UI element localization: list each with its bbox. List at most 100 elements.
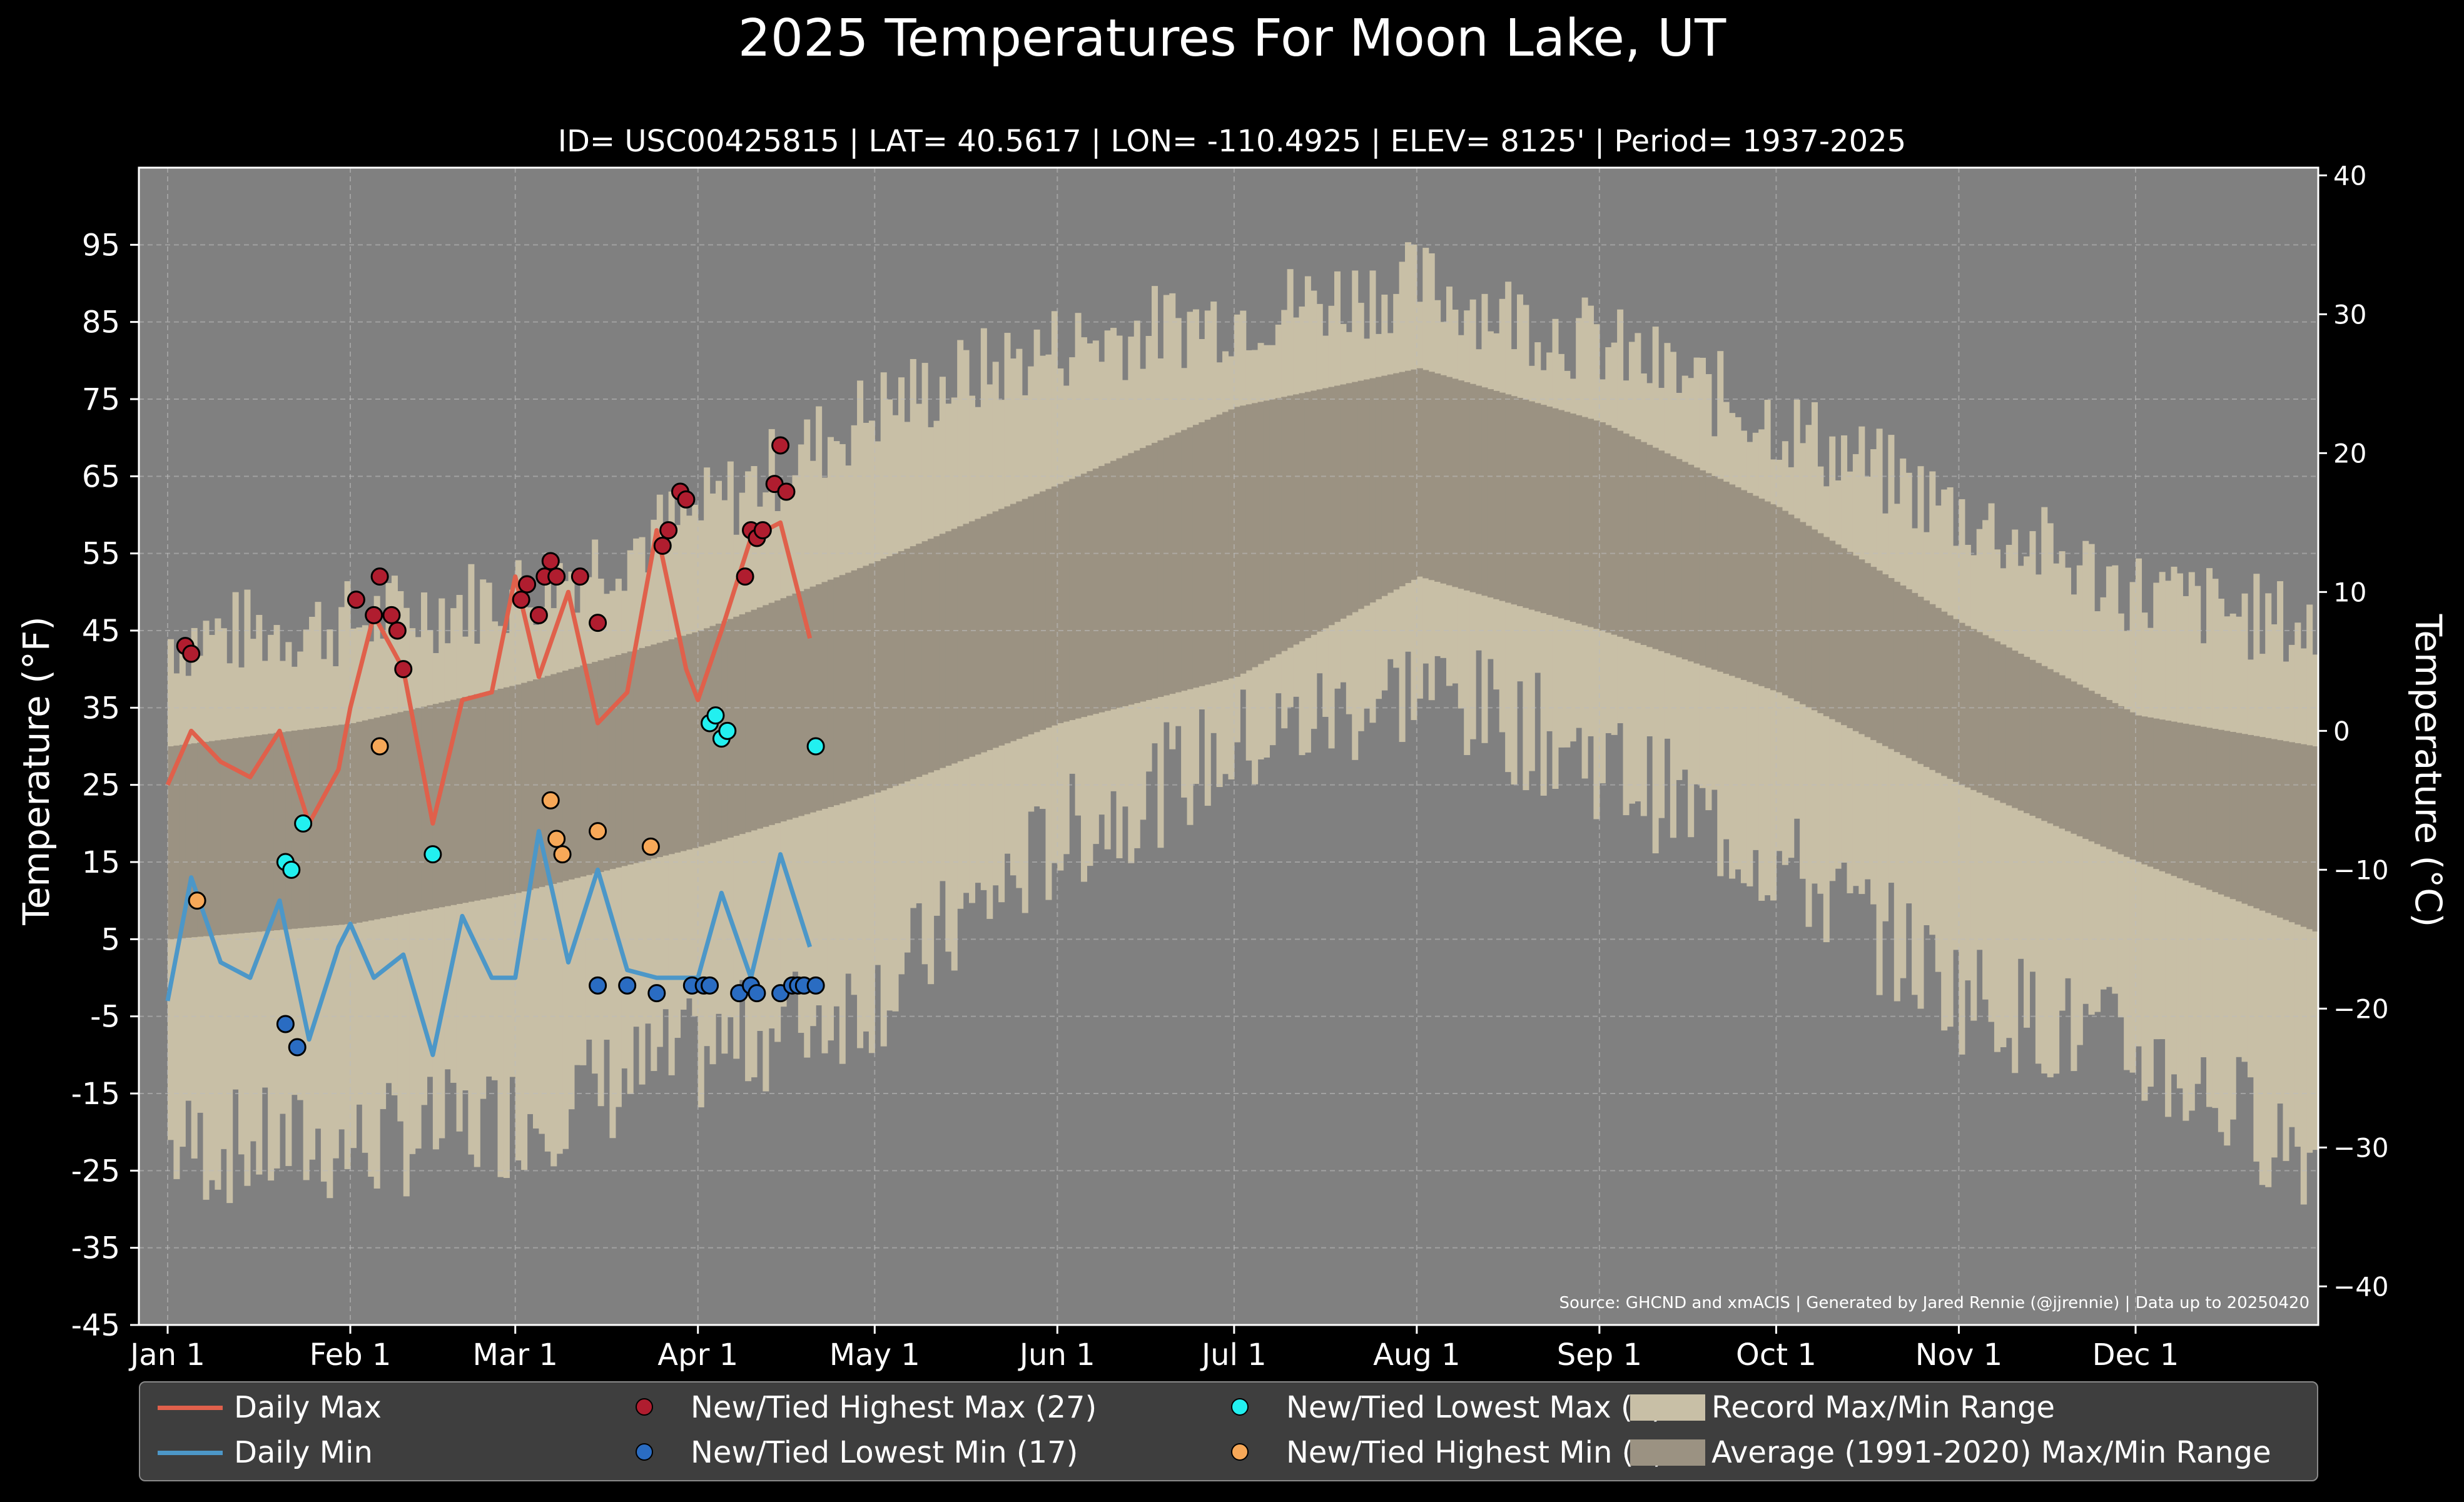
average-range-bar — [586, 663, 592, 875]
average-range-bar — [373, 718, 380, 920]
average-range-bar — [1882, 574, 1889, 746]
average-range-bar — [1841, 548, 1848, 726]
average-range-bar — [2005, 647, 2012, 806]
average-range-bar — [273, 733, 280, 931]
highest-max-marker — [529, 606, 548, 624]
average-range-bar — [1010, 504, 1017, 741]
highest-max-marker — [736, 567, 754, 586]
average-range-bar — [1699, 470, 1706, 666]
average-range-bar — [521, 682, 528, 891]
highest-max-marker — [388, 621, 407, 640]
lowest-max-marker — [282, 860, 301, 879]
average-range-bar — [544, 676, 551, 886]
average-range-bar — [2100, 697, 2107, 847]
average-range-bar — [2159, 719, 2166, 871]
average-range-bar — [1104, 463, 1111, 711]
y2-axis-label: Temperature (°C) — [2407, 614, 2450, 928]
highest-max-marker — [512, 591, 530, 609]
average-range-bar — [1257, 402, 1264, 664]
record-range-bar — [474, 644, 480, 1167]
average-range-bar — [697, 631, 704, 847]
average-range-bar — [1375, 377, 1382, 599]
average-range-bar — [621, 653, 628, 866]
legend-label-highest-min: New/Tied Highest Min (7) — [1286, 1435, 1665, 1470]
average-range-bar — [668, 639, 675, 855]
average-range-bar — [992, 511, 999, 748]
average-range-bar — [921, 541, 928, 775]
average-range-bar — [692, 632, 699, 848]
average-range-bar — [1805, 525, 1812, 708]
average-range-bar — [1970, 629, 1977, 790]
average-range-bar — [1546, 406, 1553, 615]
average-range-bar — [503, 687, 510, 895]
average-range-bar — [1469, 383, 1476, 592]
average-range-bar — [892, 554, 899, 786]
record-range-bar — [550, 608, 557, 1167]
average-range-bar — [1069, 479, 1076, 721]
average-range-bar — [1764, 501, 1771, 689]
average-range-bar — [845, 572, 852, 802]
average-range-bar — [774, 600, 781, 823]
average-range-bar — [1693, 467, 1700, 664]
average-range-bar — [2259, 737, 2266, 911]
average-range-bar — [1670, 456, 1676, 656]
average-range-bar — [904, 549, 911, 782]
average-range-bar — [1087, 471, 1093, 716]
average-range-bar — [2194, 726, 2201, 885]
average-range-bar — [768, 602, 775, 825]
average-range-bar — [1181, 430, 1188, 691]
average-range-bar — [998, 509, 1005, 746]
average-range-bar — [2288, 742, 2295, 923]
x-tick-label: Jun 1 — [1018, 1337, 1095, 1373]
average-range-bar — [1416, 368, 1423, 577]
highest-min-marker — [541, 791, 560, 809]
average-range-bar — [975, 519, 981, 755]
average-range-bar — [751, 609, 758, 831]
average-range-bar — [2024, 656, 2031, 813]
record-range-bar — [1994, 549, 2000, 1052]
average-range-bar — [1793, 518, 1800, 701]
average-range-bar — [1387, 374, 1394, 593]
average-range-bar — [1717, 479, 1724, 672]
average-range-bar — [2029, 659, 2036, 816]
average-range-bar — [1110, 460, 1117, 709]
average-range-bar — [1623, 434, 1630, 639]
average-range-bar — [1175, 432, 1182, 693]
average-range-bar — [1340, 384, 1347, 619]
average-range-bar — [1051, 486, 1058, 726]
highest-min-marker — [641, 837, 660, 856]
average-range-bar — [2064, 678, 2071, 831]
average-range-bar — [1917, 596, 1924, 764]
average-range-bar — [2000, 644, 2007, 803]
average-range-bar — [839, 575, 846, 804]
y2-tick-label: −30 — [2333, 1132, 2389, 1163]
average-range-bar — [1016, 501, 1023, 739]
average-range-bar — [1487, 389, 1494, 598]
average-range-bar — [1534, 403, 1541, 612]
average-range-bar — [1605, 425, 1612, 633]
legend-label-lowest-max: New/Tied Lowest Max (9) — [1286, 1390, 1663, 1425]
y-tick-label: -45 — [71, 1308, 120, 1343]
x-tick-label: Dec 1 — [2092, 1337, 2179, 1373]
average-range-bar — [1234, 407, 1240, 677]
average-range-bar — [745, 612, 752, 833]
highest-max-marker — [771, 436, 790, 455]
average-range-bar — [1252, 403, 1259, 667]
x-tick-label: Feb 1 — [310, 1337, 392, 1373]
legend: Daily Max Daily Min New/Tied Highest Max… — [139, 1381, 2318, 1481]
average-range-bar — [1133, 450, 1140, 703]
average-range-bar — [1876, 571, 1883, 743]
average-range-bar — [1776, 507, 1783, 693]
average-range-bar — [2212, 729, 2219, 893]
average-range-bar — [1004, 506, 1011, 744]
average-range-bar — [1905, 589, 1912, 758]
average-range-bar — [568, 669, 575, 880]
average-range-bar — [320, 726, 327, 926]
highest-min-marker — [589, 822, 607, 841]
highest-max-marker — [653, 536, 672, 555]
average-range-bar — [733, 616, 740, 836]
average-range-bar — [1823, 537, 1830, 716]
average-range-bar — [291, 730, 298, 929]
average-range-bar — [1817, 533, 1824, 714]
average-range-bar — [250, 736, 256, 933]
